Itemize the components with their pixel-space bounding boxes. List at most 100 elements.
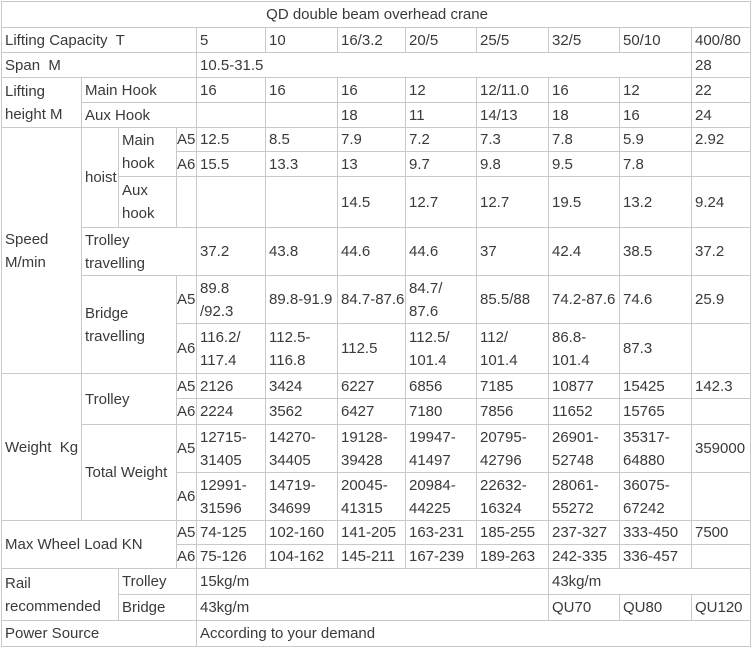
spec-cell: 359000 (690, 424, 752, 473)
spec-cell: 2224 (196, 398, 266, 425)
spec-cell: 112.5- 116.8 (265, 323, 338, 374)
rail-bridge-model: QU80 (619, 594, 692, 621)
spec-cell (196, 176, 266, 228)
span-last-value: 28 (690, 52, 752, 78)
spec-cell: 18 (337, 102, 406, 128)
spec-cell: 16 (265, 77, 338, 103)
spec-cell: 13 (337, 151, 406, 177)
row-lifting-height-aux: Aux Hook 18 11 14/13 18 16 24 (2, 102, 752, 128)
spec-cell: 12 (405, 77, 477, 103)
hoist-aux-hook-label: Aux hook (118, 176, 177, 228)
spec-cell: 14.5 (337, 176, 406, 228)
rail-trolley-label: Trolley (118, 568, 197, 595)
row-speed-hoist-main-a6: A6 15.5 13.3 13 9.7 9.8 9.5 7.8 (2, 151, 752, 177)
row-speed-bridge-a5: Bridge travelling A5 89.8 /92.3 89.8-91.… (2, 275, 752, 374)
spec-cell: 16 (548, 77, 620, 103)
spec-cell: 35317- 64880 (619, 424, 692, 473)
spec-cell: 19947- 41497 (405, 424, 477, 473)
spec-cell: 400/80 (690, 27, 752, 53)
spec-cell: 43.8 (265, 227, 338, 276)
spec-cell: 7.2 (405, 127, 477, 152)
row-title: QD double beam overhead crane (0, 1, 752, 28)
spec-cell: 185-255 (476, 520, 549, 545)
spec-cell (265, 176, 338, 228)
spec-cell: 242-335 (548, 544, 620, 569)
spec-cell: 89.8-91.9 (265, 275, 338, 324)
total-weight-label: Total Weight (81, 424, 177, 521)
power-source-value: According to your demand (195, 620, 752, 647)
spec-cell: 112.5/ 101.4 (405, 323, 477, 374)
hoist-main-hook-label: Main hook (118, 127, 177, 177)
spec-cell: 15.5 (196, 151, 266, 177)
table-title: QD double beam overhead crane (0, 1, 752, 28)
spec-cell: 15425 (619, 373, 692, 399)
span-value: 10.5-31.5 (196, 52, 692, 78)
spec-cell: 19128- 39428 (337, 424, 406, 473)
spec-cell: 104-162 (265, 544, 338, 569)
spec-cell: 10877 (548, 373, 620, 399)
spec-cell: 32/5 (548, 27, 620, 53)
grade-a5-label: A5 (176, 127, 197, 152)
spec-cell: 28061- 55272 (548, 472, 620, 521)
spec-cell: 24 (690, 102, 752, 128)
spec-cell: 2.92 (690, 127, 752, 152)
spec-cell: 37 (476, 227, 549, 276)
spec-cell: 12715- 31405 (196, 424, 266, 473)
spec-cell: 112/ 101.4 (476, 323, 549, 374)
spec-cell: 89.8 /92.3 (196, 275, 266, 324)
spec-cell: 37.2 (196, 227, 266, 276)
spec-cell (690, 323, 752, 374)
max-wheel-load-label: Max Wheel Load KN (1, 520, 177, 569)
grade-a5-label: A5 (176, 275, 197, 324)
rail-trolley-left-value: 15kg/m (196, 568, 549, 595)
spec-cell (690, 472, 752, 521)
grade-a6-label: A6 (176, 544, 197, 569)
spec-cell: 84.7/ 87.6 (405, 275, 477, 324)
spec-cell (690, 544, 752, 569)
spec-cell: 22 (690, 77, 752, 103)
spec-cell: 74-125 (196, 520, 266, 545)
spec-cell (690, 398, 752, 425)
spec-cell: 38.5 (619, 227, 692, 276)
spec-cell: 50/10 (619, 27, 692, 53)
spec-cell: 12 (619, 77, 692, 103)
spec-cell: 6227 (337, 373, 406, 399)
spec-cell: 15765 (619, 398, 692, 425)
row-weight-total-a5: Total Weight A5 12715- 31405 14270- 3440… (2, 424, 752, 521)
spec-cell: 86.8- 101.4 (548, 323, 620, 374)
spec-cell: 12.5 (196, 127, 266, 152)
row-wheel-load-a6: A6 75-126 104-162 145-211 167-239 189-26… (2, 544, 752, 569)
spec-cell: 2126 (196, 373, 266, 399)
grade-a6-label: A6 (176, 398, 197, 425)
main-hook-label: Main Hook (81, 77, 197, 103)
rail-bridge-model: QU70 (548, 594, 620, 621)
spec-cell: 14/13 (476, 102, 549, 128)
aux-hook-label: Aux Hook (81, 102, 197, 128)
rail-bridge-left-value: 43kg/m (196, 594, 549, 621)
row-span: Span M 10.5-31.5 28 (1, 52, 752, 78)
spec-cell: 26901- 52748 (548, 424, 620, 473)
spec-cell: 37.2 (690, 227, 752, 276)
spec-cell: 20984- 44225 (405, 472, 477, 521)
rail-trolley-right-value: 43kg/m (547, 568, 752, 595)
row-rail-trolley: Rail recommended Trolley 15kg/m 43kg/m (1, 568, 752, 621)
lifting-height-label: Lifting height M (1, 77, 82, 128)
spec-cell: 16 (196, 77, 266, 103)
spec-cell: 145-211 (337, 544, 406, 569)
weight-label: Weight Kg (1, 373, 82, 521)
speed-label: Speed M/min (1, 127, 82, 374)
row-speed-trolley-travelling: Trolley travelling 37.2 43.8 44.6 44.6 3… (2, 227, 752, 276)
spec-cell: 189-263 (476, 544, 549, 569)
weight-trolley-label: Trolley (81, 373, 177, 425)
hoist-label: hoist (81, 127, 119, 228)
spec-cell: 6856 (405, 373, 477, 399)
spec-cell: 7.9 (337, 127, 406, 152)
trolley-travelling-label: Trolley travelling (81, 227, 197, 276)
spec-cell: 12/11.0 (476, 77, 549, 103)
row-speed-hoist-aux: Aux hook 14.5 12.7 12.7 19.5 13.2 9.24 (2, 176, 752, 228)
spec-cell: 167-239 (405, 544, 477, 569)
grade-a6-label: A6 (176, 472, 197, 521)
spec-cell: 237-327 (548, 520, 620, 545)
spec-cell: 16/3.2 (337, 27, 406, 53)
